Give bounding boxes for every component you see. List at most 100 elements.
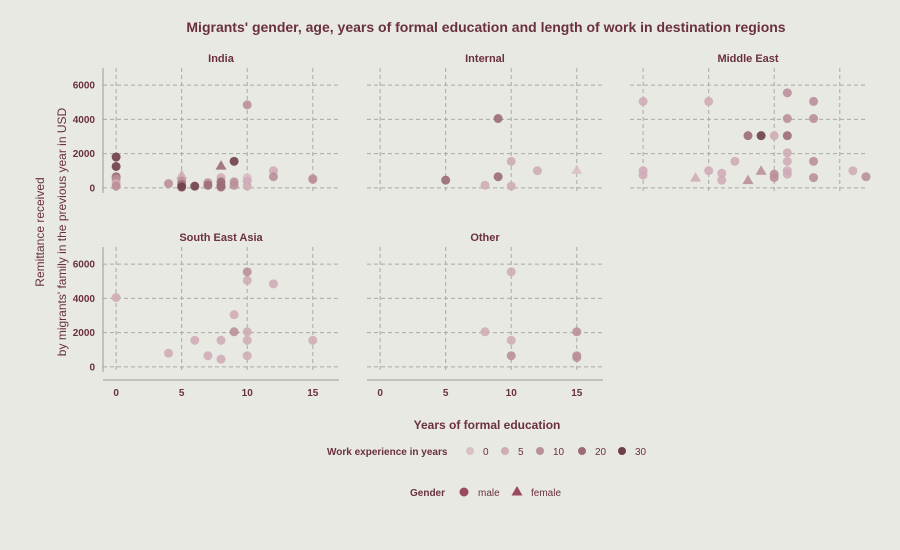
data-point-male: [216, 335, 226, 345]
y-axis-title-line2: by migrants' family in the previous year…: [55, 107, 69, 356]
legend-gender-title: Gender: [410, 488, 445, 499]
legend-experience-title: Work experience in years: [327, 447, 448, 458]
facet-label: Internal: [465, 53, 505, 65]
data-point-male: [769, 131, 779, 141]
data-point-male: [782, 148, 792, 158]
y-tick-label: 4000: [73, 294, 96, 305]
y-tick-label: 0: [89, 183, 95, 194]
data-point-male: [216, 354, 226, 364]
y-tick-label: 0: [89, 362, 95, 373]
y-tick-label: 4000: [73, 115, 96, 126]
legend-experience-label: 0: [483, 447, 489, 458]
data-point-male: [809, 173, 819, 183]
y-tick-label: 2000: [73, 149, 96, 160]
data-point-male: [308, 335, 318, 345]
data-point-male: [782, 114, 792, 124]
data-point-male: [111, 293, 121, 303]
data-point-male: [308, 174, 318, 184]
data-point-male: [190, 181, 200, 191]
facet-label: Other: [470, 232, 500, 244]
data-point-male: [717, 168, 727, 178]
data-point-male: [861, 172, 871, 182]
x-tick-label: 15: [307, 388, 319, 399]
data-point-male: [203, 180, 213, 190]
data-point-male: [809, 114, 819, 124]
legend: Work experience in years 0 5 10 20 30 Gender ma…: [327, 447, 647, 499]
data-point-male: [164, 179, 174, 189]
data-point-male: [203, 351, 213, 361]
x-axis-title: Years of formal education: [414, 418, 561, 432]
data-point-male: [242, 181, 252, 191]
data-point-male: [229, 310, 239, 320]
legend-experience-swatch: [536, 447, 544, 455]
x-tick-label: 10: [242, 388, 254, 399]
data-point-male: [782, 88, 792, 98]
data-point-male: [190, 335, 200, 345]
data-point-male: [809, 96, 819, 106]
facet-label: India: [208, 53, 235, 65]
x-tick-label: 15: [571, 388, 583, 399]
x-tick-label: 5: [179, 388, 185, 399]
data-point-male: [704, 96, 714, 106]
data-point-male: [242, 335, 252, 345]
data-point-male: [848, 166, 858, 176]
data-point-male: [506, 267, 516, 277]
data-point-female: [215, 160, 227, 170]
data-point-male: [769, 173, 779, 183]
data-point-female: [755, 165, 767, 175]
y-axis-title: Remittance received: [33, 177, 47, 286]
data-point-male: [111, 181, 121, 191]
data-point-male: [704, 166, 714, 176]
facet-middle-east: Middle East: [630, 53, 871, 193]
data-point-male: [743, 131, 753, 141]
data-point-male: [111, 161, 121, 171]
data-point-male: [229, 156, 239, 166]
chart-title: Migrants' gender, age, years of formal e…: [186, 19, 785, 35]
data-point-male: [638, 96, 648, 106]
data-point-male: [638, 170, 648, 180]
data-point-male: [242, 100, 252, 110]
data-point-male: [572, 327, 582, 337]
legend-female-label: female: [531, 488, 561, 499]
data-point-male: [809, 156, 819, 166]
data-point-male: [164, 348, 174, 358]
legend-experience-swatch: [501, 447, 509, 455]
data-point-female: [690, 172, 702, 182]
y-tick-label: 6000: [73, 260, 96, 271]
legend-male-label: male: [478, 488, 500, 499]
data-point-male: [717, 175, 727, 185]
data-point-female: [742, 174, 754, 185]
data-point-male: [111, 152, 121, 162]
data-point-male: [506, 156, 516, 166]
data-point-male: [782, 156, 792, 166]
data-point-male: [730, 156, 740, 166]
legend-experience-label: 5: [518, 447, 524, 458]
data-point-male: [268, 279, 278, 289]
data-point-male: [229, 327, 239, 337]
legend-experience-label: 30: [635, 447, 647, 458]
data-point-male: [480, 327, 490, 337]
facet-panels: India 0 2000 4000 6000 Internal Middle East Sou…: [73, 53, 871, 399]
facet-internal: Internal: [367, 53, 603, 193]
x-tick-label: 0: [113, 388, 119, 399]
x-tick-label: 5: [443, 388, 449, 399]
y-tick-label: 6000: [73, 81, 96, 92]
data-point-male: [506, 335, 516, 345]
data-point-male: [572, 352, 582, 362]
data-point-male: [782, 169, 792, 179]
legend-experience-swatch: [466, 447, 474, 455]
data-point-male: [216, 182, 226, 192]
data-point-male: [756, 131, 766, 141]
data-point-male: [532, 166, 542, 176]
legend-experience-swatch: [618, 447, 626, 455]
data-point-male: [441, 175, 451, 185]
x-tick-label: 10: [506, 388, 518, 399]
legend-male-swatch: [459, 487, 469, 497]
legend-female-swatch: [511, 486, 523, 496]
facet-label: South East Asia: [179, 232, 263, 244]
facet-india: India 0 2000 4000 6000: [73, 53, 339, 194]
data-point-male: [493, 172, 503, 182]
data-point-male: [229, 180, 239, 190]
data-point-female: [571, 164, 583, 174]
x-tick-label: 0: [377, 388, 383, 399]
